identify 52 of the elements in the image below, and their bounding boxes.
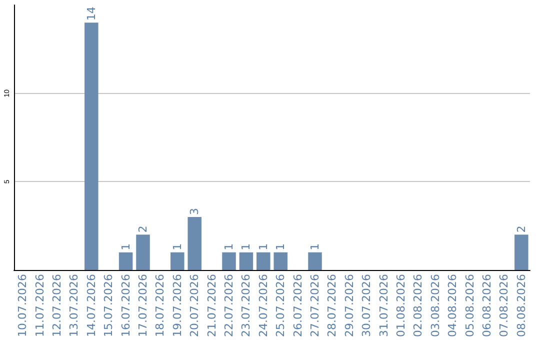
bar xyxy=(222,252,236,270)
x-tick-label: 23.07.2026 xyxy=(240,274,253,337)
x-tick-label: 04.08.2026 xyxy=(446,274,460,337)
data-label: 1 xyxy=(119,243,132,250)
bar xyxy=(188,217,202,270)
x-tick-label: 17.07.2026 xyxy=(136,274,150,337)
data-label: 1 xyxy=(222,243,236,250)
x-tick-label: 26.07.2026 xyxy=(291,274,304,337)
data-label: 1 xyxy=(274,243,288,250)
x-tick-label: 21.07.2026 xyxy=(205,274,218,337)
x-tick-label: 15.07.2026 xyxy=(102,274,116,337)
bar xyxy=(274,252,288,270)
x-tick-label: 01.08.2026 xyxy=(394,274,408,337)
x-tick-label: 06.08.2026 xyxy=(480,274,494,337)
x-tick-label: 12.07.2026 xyxy=(50,274,64,337)
x-tick-label: 22.07.2026 xyxy=(222,274,236,337)
bar xyxy=(136,234,150,270)
data-label: 3 xyxy=(188,208,202,215)
x-tick-label: 25.07.2026 xyxy=(274,274,288,337)
data-label: 1 xyxy=(256,243,270,250)
x-tick-label: 29.07.2026 xyxy=(342,274,356,337)
x-tick-label: 20.07.2026 xyxy=(188,274,202,337)
x-tick-label: 02.08.2026 xyxy=(412,274,425,337)
bar xyxy=(84,22,98,270)
x-tick-label: 07.08.2026 xyxy=(498,274,511,337)
bar xyxy=(514,234,528,270)
bar xyxy=(239,252,254,270)
x-tick-label: 16.07.2026 xyxy=(119,274,132,337)
x-tick-label: 30.07.2026 xyxy=(360,274,374,337)
x-tick-label: 11.07.2026 xyxy=(33,274,46,337)
bar xyxy=(170,252,184,270)
data-label: 2 xyxy=(136,226,150,233)
bar xyxy=(256,252,270,270)
bar xyxy=(308,252,322,270)
x-tick-label: 19.07.2026 xyxy=(170,274,184,337)
data-label: 1 xyxy=(170,243,184,250)
x-tick-label: 03.08.2026 xyxy=(428,274,442,337)
x-tick-label: 08.08.2026 xyxy=(514,274,528,337)
bar xyxy=(118,252,133,270)
x-tick-label: 18.07.2026 xyxy=(154,274,167,337)
data-label: 2 xyxy=(514,226,528,233)
x-tick-label: 31.07.2026 xyxy=(377,274,390,337)
x-tick-label: 13.07.2026 xyxy=(68,274,81,337)
x-tick-label: 10.07.2026 xyxy=(16,274,30,337)
x-tick-label: 28.07.2026 xyxy=(326,274,339,337)
x-tick-label: 14.07.2026 xyxy=(84,274,98,337)
data-label: 1 xyxy=(308,243,322,250)
data-label: 14 xyxy=(84,6,98,21)
x-tick-label: 24.07.2026 xyxy=(256,274,270,337)
x-tick-label: 27.07.2026 xyxy=(308,274,322,337)
x-tick-label: 05.08.2026 xyxy=(463,274,476,337)
data-label: 1 xyxy=(240,243,253,250)
